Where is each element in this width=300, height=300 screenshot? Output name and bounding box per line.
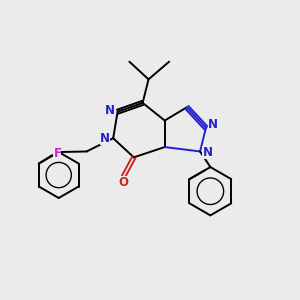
Text: N: N	[105, 104, 115, 117]
Text: F: F	[53, 147, 62, 160]
Text: N: N	[208, 118, 218, 131]
Text: N: N	[202, 146, 212, 159]
Text: N: N	[100, 132, 110, 145]
Text: O: O	[118, 176, 128, 190]
